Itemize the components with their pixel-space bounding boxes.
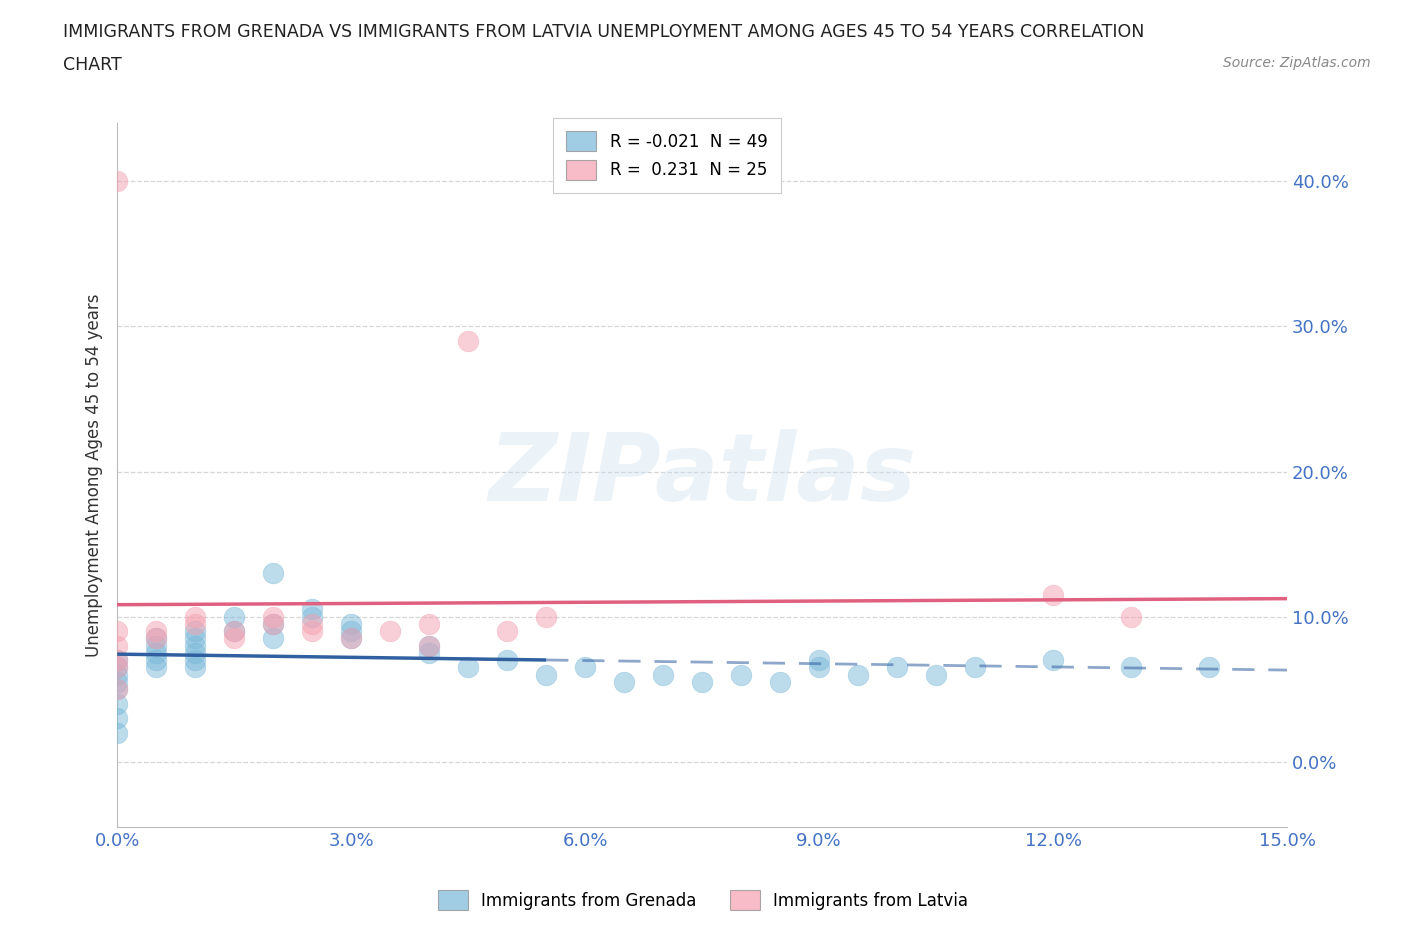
Point [496, 624, 519, 639]
Point [574, 660, 596, 675]
Point [184, 609, 207, 624]
Point [262, 565, 284, 580]
Point [105, 674, 128, 689]
Point [105, 660, 128, 675]
Point [301, 624, 323, 639]
Point [301, 617, 323, 631]
Point [105, 682, 128, 697]
Point [105, 638, 128, 653]
Point [418, 645, 440, 660]
Point [262, 617, 284, 631]
Point [846, 667, 869, 682]
Point [1119, 660, 1142, 675]
Point [105, 653, 128, 668]
Point [145, 645, 167, 660]
Point [145, 653, 167, 668]
Point [105, 697, 128, 711]
Point [534, 667, 557, 682]
Point [690, 674, 713, 689]
Point [340, 631, 363, 645]
Point [925, 667, 948, 682]
Point [418, 617, 440, 631]
Point [534, 609, 557, 624]
Point [145, 638, 167, 653]
Text: Source: ZipAtlas.com: Source: ZipAtlas.com [1223, 56, 1371, 70]
Point [1119, 609, 1142, 624]
Point [262, 617, 284, 631]
Point [886, 660, 908, 675]
Point [301, 609, 323, 624]
Point [145, 631, 167, 645]
Point [105, 711, 128, 725]
Legend: Immigrants from Grenada, Immigrants from Latvia: Immigrants from Grenada, Immigrants from… [432, 884, 974, 917]
Point [184, 660, 207, 675]
Point [105, 174, 128, 189]
Point [652, 667, 675, 682]
Point [224, 624, 246, 639]
Legend: R = -0.021  N = 49, R =  0.231  N = 25: R = -0.021 N = 49, R = 0.231 N = 25 [553, 117, 780, 193]
Point [184, 638, 207, 653]
Point [340, 617, 363, 631]
Point [965, 660, 987, 675]
Point [418, 638, 440, 653]
Point [184, 645, 207, 660]
Point [340, 624, 363, 639]
Point [730, 667, 752, 682]
Point [145, 624, 167, 639]
Point [613, 674, 636, 689]
Point [105, 660, 128, 675]
Point [1042, 588, 1064, 603]
Point [1198, 660, 1220, 675]
Point [340, 631, 363, 645]
Text: IMMIGRANTS FROM GRENADA VS IMMIGRANTS FROM LATVIA UNEMPLOYMENT AMONG AGES 45 TO : IMMIGRANTS FROM GRENADA VS IMMIGRANTS FR… [63, 23, 1144, 41]
Y-axis label: Unemployment Among Ages 45 to 54 years: Unemployment Among Ages 45 to 54 years [86, 293, 103, 657]
Point [224, 631, 246, 645]
Point [184, 653, 207, 668]
Point [1042, 653, 1064, 668]
Point [418, 638, 440, 653]
Point [262, 609, 284, 624]
Point [769, 674, 792, 689]
Text: CHART: CHART [63, 56, 122, 73]
Point [224, 609, 246, 624]
Point [224, 624, 246, 639]
Point [145, 660, 167, 675]
Point [496, 653, 519, 668]
Point [262, 631, 284, 645]
Point [145, 631, 167, 645]
Point [105, 667, 128, 682]
Point [808, 653, 831, 668]
Point [301, 602, 323, 617]
Point [105, 682, 128, 697]
Point [184, 624, 207, 639]
Point [808, 660, 831, 675]
Point [105, 725, 128, 740]
Point [457, 660, 479, 675]
Point [378, 624, 401, 639]
Point [105, 624, 128, 639]
Text: ZIPatlas: ZIPatlas [488, 429, 917, 521]
Point [184, 631, 207, 645]
Point [105, 653, 128, 668]
Point [457, 334, 479, 349]
Point [184, 617, 207, 631]
